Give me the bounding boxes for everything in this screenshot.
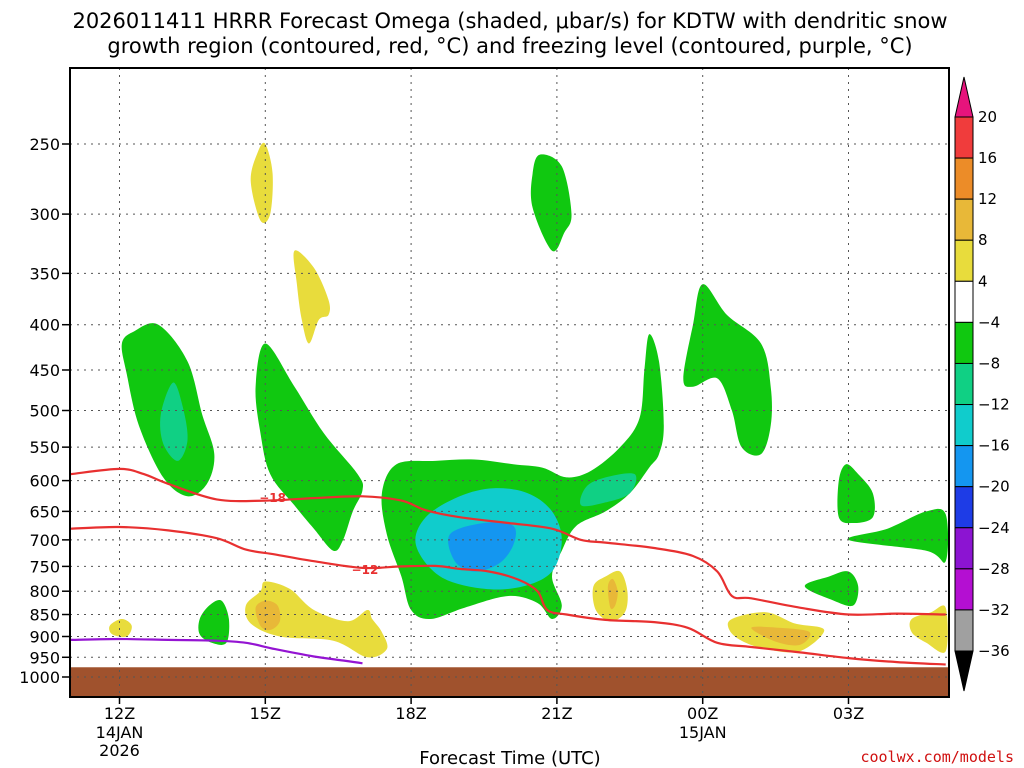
y-tick-label-300: 300 bbox=[29, 205, 60, 224]
colorbar-label-13: −36 bbox=[978, 642, 1010, 660]
omega-region-17 bbox=[837, 464, 875, 524]
y-tick-label-900: 900 bbox=[29, 627, 60, 646]
plot-frame bbox=[69, 67, 950, 698]
x-axis-title: Forecast Time (UTC) bbox=[419, 748, 600, 768]
chart-title-line1: 2026011411 HRRR Forecast Omega (shaded, … bbox=[72, 9, 947, 33]
omega-region-2 bbox=[530, 154, 572, 252]
temperature-contours bbox=[70, 467, 946, 666]
colorbar-label-6: −8 bbox=[978, 354, 1000, 372]
x-tick-label-00Z: 00Z bbox=[687, 704, 718, 723]
dgz-lower-line bbox=[70, 525, 946, 666]
y-tick-label-700: 700 bbox=[29, 531, 60, 550]
y-tick-label-750: 750 bbox=[29, 557, 60, 576]
omega-region-0 bbox=[250, 142, 273, 224]
y-tick-label-400: 400 bbox=[29, 316, 60, 335]
x-tick-year-12Z: 2026 bbox=[99, 741, 140, 760]
contour-labels: −12 −18 bbox=[259, 491, 379, 577]
colorbar-under-arrow bbox=[954, 650, 974, 692]
colorbar-bin-3 bbox=[954, 239, 974, 282]
y-tick-label-250: 250 bbox=[29, 135, 60, 154]
colorbar-bin-6 bbox=[954, 362, 974, 406]
terrain-fill bbox=[70, 667, 949, 697]
colorbar-bin-12 bbox=[954, 609, 974, 652]
y-tick-label-650: 650 bbox=[29, 502, 60, 521]
y-axis: 250 300 350 400 450 500 550 600 650 700 750 800 850 9… bbox=[19, 135, 70, 687]
colorbar-label-8: −16 bbox=[978, 437, 1010, 455]
x-tick-label-03Z: 03Z bbox=[833, 704, 864, 723]
omega-region-18 bbox=[804, 571, 859, 607]
omega-shading bbox=[109, 142, 949, 658]
x-tick-date-12Z: 14JAN bbox=[96, 723, 144, 742]
colorbar: 20 16 12 8 4 −4 −8 −12 −16 −20 −24 −28 −32 −36 bbox=[954, 76, 1010, 692]
colorbar-label-9: −20 bbox=[978, 478, 1010, 496]
terrain-block bbox=[70, 667, 949, 697]
colorbar-label-12: −32 bbox=[978, 601, 1010, 619]
omega-region-4 bbox=[160, 382, 188, 461]
colorbar-bin-5 bbox=[954, 321, 974, 364]
omega-region-12 bbox=[109, 619, 132, 638]
omega-region-15 bbox=[607, 578, 618, 610]
colorbar-bin-1 bbox=[954, 157, 974, 200]
colorbar-over-arrow bbox=[954, 76, 974, 118]
colorbar-label-1: 16 bbox=[978, 149, 997, 167]
dgz-upper-line bbox=[70, 467, 946, 616]
colorbar-bin-4 bbox=[954, 280, 974, 323]
y-tick-label-350: 350 bbox=[29, 264, 60, 283]
colorbar-label-2: 12 bbox=[978, 190, 997, 208]
colorbar-label-11: −28 bbox=[978, 560, 1010, 578]
y-tick-label-550: 550 bbox=[29, 438, 60, 457]
x-tick-date-00Z: 15JAN bbox=[679, 723, 727, 742]
y-tick-label-850: 850 bbox=[29, 606, 60, 625]
colorbar-bin-9 bbox=[954, 486, 974, 529]
y-tick-label-500: 500 bbox=[29, 402, 60, 421]
colorbar-bin-0 bbox=[954, 116, 974, 159]
freezing-level-line bbox=[70, 637, 363, 665]
y-tick-label-450: 450 bbox=[29, 361, 60, 380]
x-tick-label-21Z: 21Z bbox=[541, 704, 572, 723]
x-tick-label-15Z: 15Z bbox=[250, 704, 281, 723]
y-tick-label-1000: 1000 bbox=[19, 668, 60, 687]
omega-region-11 bbox=[255, 600, 281, 631]
omega-region-16 bbox=[683, 284, 772, 456]
omega-region-20 bbox=[751, 626, 811, 646]
omega-region-22 bbox=[909, 605, 948, 653]
colorbar-label-5: −4 bbox=[978, 313, 1000, 331]
colorbar-label-3: 8 bbox=[978, 231, 988, 249]
x-tick-label-18Z: 18Z bbox=[395, 704, 426, 723]
omega-region-8 bbox=[580, 473, 637, 507]
colorbar-label-7: −12 bbox=[978, 396, 1010, 414]
dgz-lower-label: −12 bbox=[352, 563, 379, 577]
colorbar-bin-10 bbox=[954, 527, 974, 570]
x-tick-label-12Z: 12Z bbox=[104, 704, 135, 723]
omega-region-1 bbox=[293, 250, 331, 344]
y-tick-label-950: 950 bbox=[29, 648, 60, 667]
colorbar-bin-2 bbox=[954, 198, 974, 241]
colorbar-bin-8 bbox=[954, 445, 974, 488]
watermark: coolwx.com/models bbox=[860, 748, 1014, 766]
colorbar-label-4: 4 bbox=[978, 272, 988, 290]
chart-title-line2: growth region (contoured, red, °C) and f… bbox=[107, 34, 912, 58]
dgz-inner-label-label: −18 bbox=[259, 491, 286, 505]
y-tick-label-600: 600 bbox=[29, 472, 60, 491]
colorbar-label-0: 20 bbox=[978, 108, 997, 126]
y-tick-label-800: 800 bbox=[29, 582, 60, 601]
omega-region-13 bbox=[198, 600, 230, 645]
colorbar-bin-11 bbox=[954, 568, 974, 611]
grid-lines bbox=[70, 68, 949, 697]
colorbar-bin-7 bbox=[954, 404, 974, 447]
omega-region-21 bbox=[847, 508, 949, 563]
omega-region-10 bbox=[245, 581, 388, 658]
colorbar-label-10: −24 bbox=[978, 519, 1010, 537]
omega-region-9 bbox=[448, 522, 516, 572]
